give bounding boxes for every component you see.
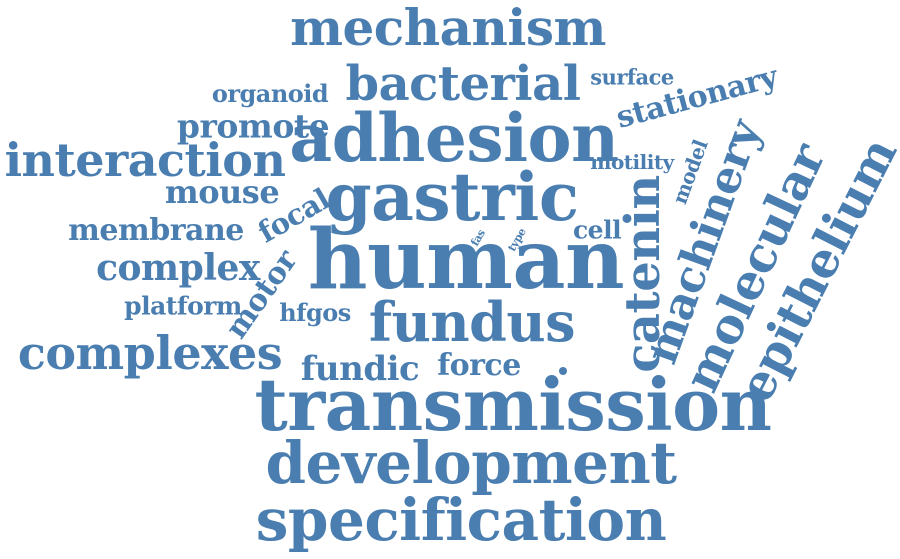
word-mechanism: mechanism [290,0,606,57]
word-membrane: membrane [68,213,244,248]
word-organoid: organoid [211,79,329,108]
word-specification: specification [255,486,667,554]
dot-mark [559,367,567,375]
word-adhesion: adhesion [289,99,619,177]
word-bacterial: bacterial [345,56,581,112]
word-catenin: catenin [615,175,671,373]
word-complex: complex [96,247,260,289]
word-hfgos: hfgos [279,298,351,327]
word-force: force [437,348,521,383]
word-development: development [265,429,677,497]
word-human: human [307,212,625,308]
word-promote: promote [176,106,330,146]
word-interaction: interaction [4,133,286,187]
word-fundic: fundic [300,349,420,389]
word-mouse: mouse [164,173,280,211]
word-gastric: gastric [325,158,579,236]
word-complexes: complexes [17,326,283,380]
word-fundus: fundus [368,290,576,354]
word-transmission: transmission [254,362,772,447]
word-platform: platform [124,291,242,321]
word-cell: cell [572,215,622,245]
word-surface: surface [590,64,674,90]
word-motility: motility [590,150,674,174]
